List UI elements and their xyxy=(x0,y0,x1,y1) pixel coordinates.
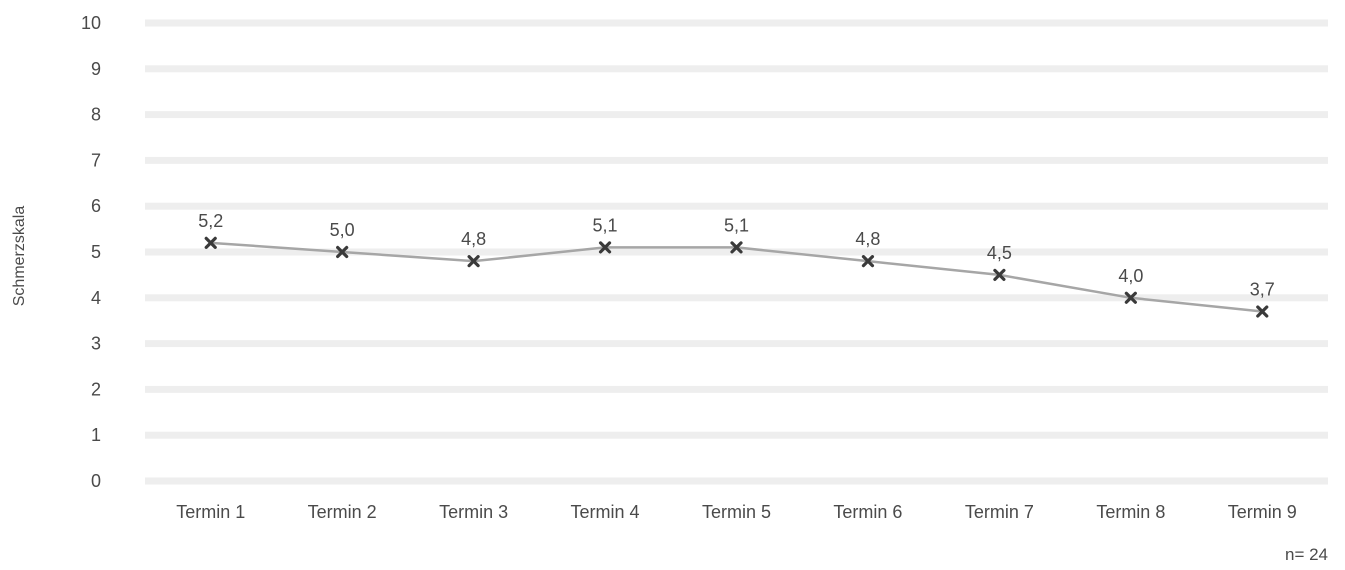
marker-stroke xyxy=(598,241,612,254)
x-tick-label-8: Termin 8 xyxy=(1096,502,1165,522)
data-label-6: 4,8 xyxy=(855,229,880,249)
marker-stroke xyxy=(861,255,875,268)
grid-line-6 xyxy=(145,202,1328,210)
y-tick-label-0: 0 xyxy=(91,471,101,491)
data-label-1: 5,2 xyxy=(198,211,223,231)
y-tick-label-9: 9 xyxy=(91,59,101,79)
marker-stroke xyxy=(204,236,217,249)
y-tick-label-5: 5 xyxy=(91,242,101,262)
x-tick-label-5: Termin 5 xyxy=(702,502,771,522)
marker-stroke xyxy=(730,241,743,254)
data-label-7: 4,5 xyxy=(987,243,1012,263)
marker-stroke xyxy=(467,255,480,268)
y-tick-label-4: 4 xyxy=(91,288,101,308)
x-tick-label-4: Termin 4 xyxy=(571,502,640,522)
x-tick-label-2: Termin 2 xyxy=(308,502,377,522)
y-tick-label-7: 7 xyxy=(91,150,101,170)
x-axis-ticks: Termin 1 Termin 2 Termin 3 Termin 4 Termin 5… xyxy=(176,502,1297,522)
data-label-9: 3,7 xyxy=(1250,280,1275,300)
x-tick-label-6: Termin 6 xyxy=(833,502,902,522)
data-label-2: 5,0 xyxy=(330,220,355,240)
grid-line-2 xyxy=(145,385,1328,393)
y-tick-label-3: 3 xyxy=(91,334,101,354)
data-point-marker-7 xyxy=(993,268,1006,281)
data-point-marker-5 xyxy=(730,241,743,254)
series-markers xyxy=(204,236,1269,318)
marker-stroke xyxy=(1124,291,1137,304)
y-tick-label-10: 10 xyxy=(81,13,101,33)
marker-stroke xyxy=(993,268,1006,281)
y-tick-label-1: 1 xyxy=(91,425,101,445)
data-point-marker-8 xyxy=(1124,291,1137,304)
grid-lines xyxy=(145,19,1328,485)
data-label-8: 4,0 xyxy=(1118,266,1143,286)
grid-line-9 xyxy=(145,65,1328,73)
data-point-marker-3 xyxy=(467,255,480,268)
data-label-4: 5,1 xyxy=(593,215,618,235)
data-point-marker-2 xyxy=(336,245,349,259)
data-point-marker-1 xyxy=(204,236,217,249)
y-tick-label-2: 2 xyxy=(91,379,101,399)
x-tick-label-3: Termin 3 xyxy=(439,502,508,522)
y-tick-label-8: 8 xyxy=(91,105,101,125)
data-label-3: 4,8 xyxy=(461,229,486,249)
grid-line-0 xyxy=(145,477,1328,485)
data-label-5: 5,1 xyxy=(724,215,749,235)
data-point-marker-6 xyxy=(861,255,875,268)
y-axis-label: Schmerzskala xyxy=(11,206,28,307)
grid-line-3 xyxy=(145,340,1328,348)
data-labels: 5,2 5,0 4,8 5,1 5,1 4,8 4,5 4,0 3,7 xyxy=(198,211,1275,300)
x-tick-label-9: Termin 9 xyxy=(1228,502,1297,522)
grid-line-5 xyxy=(145,248,1328,256)
grid-line-4 xyxy=(145,294,1328,302)
x-tick-label-1: Termin 1 xyxy=(176,502,245,522)
sample-size-note: n= 24 xyxy=(1285,545,1328,564)
grid-line-7 xyxy=(145,156,1328,164)
x-tick-label-7: Termin 7 xyxy=(965,502,1034,522)
grid-line-10 xyxy=(145,19,1328,27)
data-point-marker-9 xyxy=(1256,305,1269,318)
data-point-marker-4 xyxy=(598,241,612,254)
grid-line-8 xyxy=(145,111,1328,119)
grid-line-1 xyxy=(145,431,1328,439)
marker-stroke xyxy=(336,245,349,259)
y-axis-ticks: 0 1 2 3 4 5 6 7 8 9 10 xyxy=(81,13,101,491)
marker-stroke xyxy=(1256,305,1269,318)
y-tick-label-6: 6 xyxy=(91,196,101,216)
